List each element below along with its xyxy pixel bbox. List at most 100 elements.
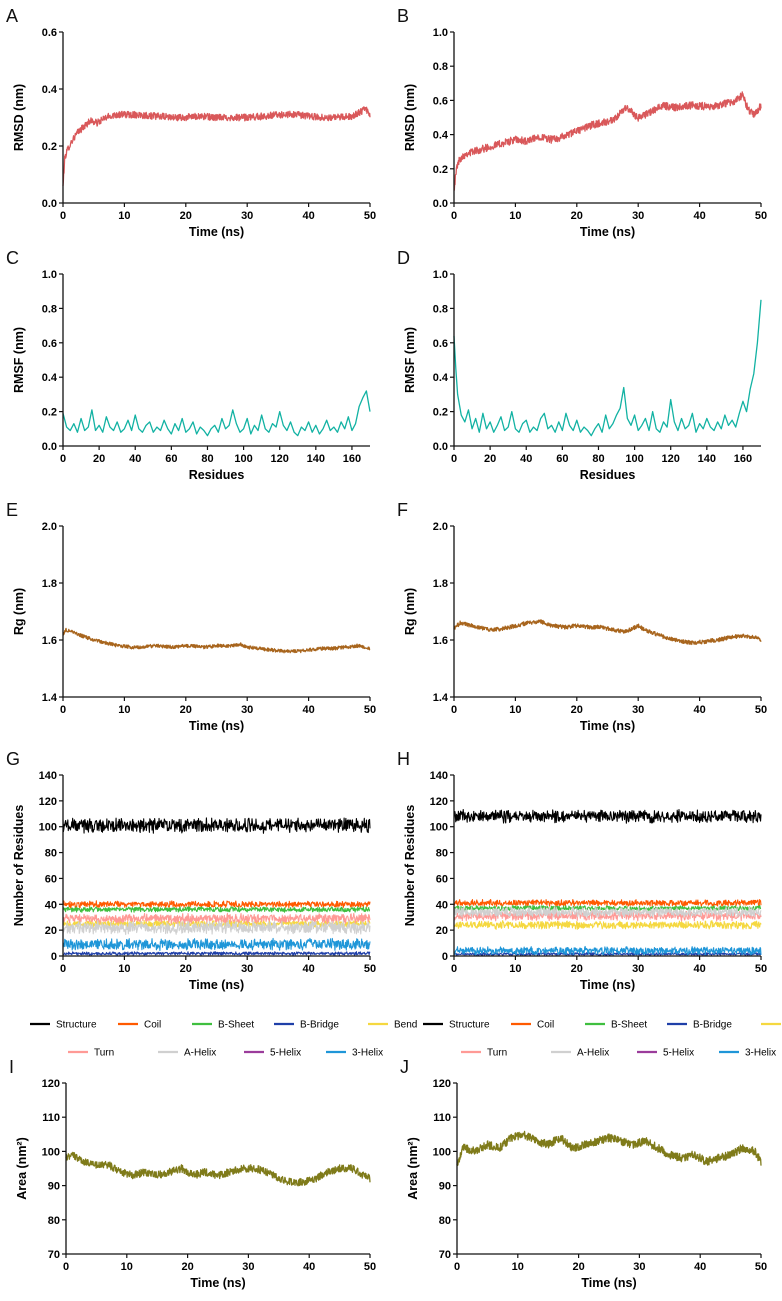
x-tick-label: 80 (201, 453, 213, 465)
y-tick-label: 60 (436, 873, 448, 885)
panel-d: D 0.0 0.2 0.4 0.6 0.8 1.0 0 20 40 60 80 100 120 140 160… (397, 248, 762, 482)
x-tick-label: 40 (520, 453, 532, 465)
y-axis-label: Number of Residues (403, 805, 417, 927)
legend-label: B-Bridge (300, 1020, 339, 1031)
legend-item: B-Bridge (667, 1020, 732, 1031)
y-tick-label: 1.8 (42, 578, 57, 590)
series-line-a-helix (453, 906, 762, 918)
y-tick-label: 2.0 (433, 521, 448, 533)
panel-letter: E (6, 500, 18, 520)
legend-label: Coil (144, 1020, 161, 1031)
y-tick-label: 100 (430, 822, 448, 834)
x-tick-label: 30 (241, 963, 253, 975)
legend-item: Bend (761, 1022, 781, 1026)
x-tick-label: 0 (451, 453, 457, 465)
x-tick-label: 120 (271, 453, 289, 465)
y-axis-label: Rg (nm) (12, 588, 26, 635)
y-tick-label: 120 (430, 796, 448, 808)
legend-label: Coil (537, 1020, 554, 1031)
panel-h: H 0 20 40 60 80 100 120 140 0 10 20 30 40 50 Time (ns) N… (397, 749, 767, 992)
legend-item: 3-Helix (719, 1048, 776, 1059)
x-tick-label: 10 (509, 963, 521, 975)
y-axis-label: Area (nm²) (15, 1137, 29, 1200)
x-tick-label: 50 (755, 1261, 767, 1273)
x-tick-label: 60 (165, 453, 177, 465)
x-tick-label: 10 (118, 704, 130, 716)
panel-letter: D (397, 248, 410, 268)
y-tick-label: 100 (39, 822, 57, 834)
y-tick-label: 80 (436, 848, 448, 860)
x-tick-label: 50 (364, 963, 376, 975)
series-line-structure (62, 817, 371, 834)
legend-label: A-Helix (184, 1048, 216, 1059)
y-tick-label: 0.6 (42, 338, 57, 350)
series-line-rmsd (62, 106, 371, 186)
x-tick-label: 40 (693, 704, 705, 716)
x-tick-label: 120 (662, 453, 680, 465)
y-tick-label: 1.8 (433, 578, 448, 590)
x-axis-label: Residues (580, 468, 636, 482)
y-tick-label: 0.0 (42, 441, 57, 453)
panel-letter: G (6, 749, 20, 769)
series-line-b-sheet (453, 904, 762, 912)
y-tick-label: 1.4 (42, 692, 58, 704)
x-tick-label: 40 (302, 210, 314, 222)
y-tick-label: 110 (42, 1112, 60, 1124)
legend-item: 5-Helix (637, 1048, 694, 1059)
y-tick-label: 60 (45, 873, 57, 885)
legend-left: Structure Coil B-Sheet B-Bridge Bend Turn A-He… (30, 1020, 417, 1059)
x-tick-label: 10 (118, 210, 130, 222)
legend-label: 5-Helix (663, 1048, 694, 1059)
x-tick-label: 40 (303, 1261, 315, 1273)
y-tick-label: 70 (48, 1249, 60, 1261)
series-line-b-sheet (62, 906, 371, 913)
y-tick-label: 20 (436, 925, 448, 937)
y-tick-label: 0.0 (42, 198, 57, 210)
legend-label: Structure (449, 1020, 490, 1031)
x-axis-label: Time (ns) (580, 978, 635, 992)
x-tick-label: 0 (60, 453, 66, 465)
y-axis-label: Area (nm²) (406, 1137, 420, 1200)
x-tick-label: 10 (509, 210, 521, 222)
panel-letter: H (397, 749, 410, 769)
series-line-rmsf (453, 299, 762, 437)
x-tick-label: 0 (451, 210, 457, 222)
series-line-rmsf (62, 390, 371, 437)
x-tick-label: 0 (451, 963, 457, 975)
legend-item: A-Helix (158, 1048, 216, 1059)
x-tick-label: 50 (364, 1261, 376, 1273)
x-tick-label: 20 (571, 704, 583, 716)
y-tick-label: 120 (42, 1078, 60, 1090)
y-tick-label: 0.0 (433, 198, 448, 210)
y-axis-label: RMSD (nm) (12, 84, 26, 151)
series-line-a-helix (62, 919, 371, 936)
legend-item: 5-Helix (244, 1048, 301, 1059)
legend-label: B-Sheet (611, 1020, 647, 1031)
legend-item: Bend (368, 1020, 417, 1031)
y-tick-label: 100 (42, 1146, 60, 1158)
x-tick-label: 30 (242, 1261, 254, 1273)
x-tick-label: 0 (63, 1261, 69, 1273)
series-line-turn (453, 910, 762, 922)
x-tick-label: 20 (572, 1261, 584, 1273)
legend-item: Coil (118, 1020, 161, 1031)
panel-letter: I (9, 1057, 14, 1077)
panel-letter: A (6, 6, 18, 26)
x-tick-label: 0 (454, 1261, 460, 1273)
legend-item: B-Bridge (274, 1020, 339, 1031)
legend-item: Structure (423, 1020, 490, 1031)
x-axis-label: Residues (189, 468, 245, 482)
y-tick-label: 1.0 (433, 269, 448, 281)
y-tick-label: 0 (442, 951, 448, 963)
y-tick-label: 120 (39, 796, 57, 808)
y-axis-label: Rg (nm) (403, 588, 417, 635)
legend-item: B-Sheet (192, 1020, 254, 1031)
series-line-structure (453, 808, 762, 824)
y-tick-label: 0.8 (433, 303, 448, 315)
x-tick-label: 140 (698, 453, 716, 465)
x-tick-label: 30 (632, 963, 644, 975)
x-tick-label: 50 (364, 210, 376, 222)
legend-label: Bend (394, 1020, 417, 1031)
x-tick-label: 40 (302, 704, 314, 716)
series-group (62, 627, 371, 654)
